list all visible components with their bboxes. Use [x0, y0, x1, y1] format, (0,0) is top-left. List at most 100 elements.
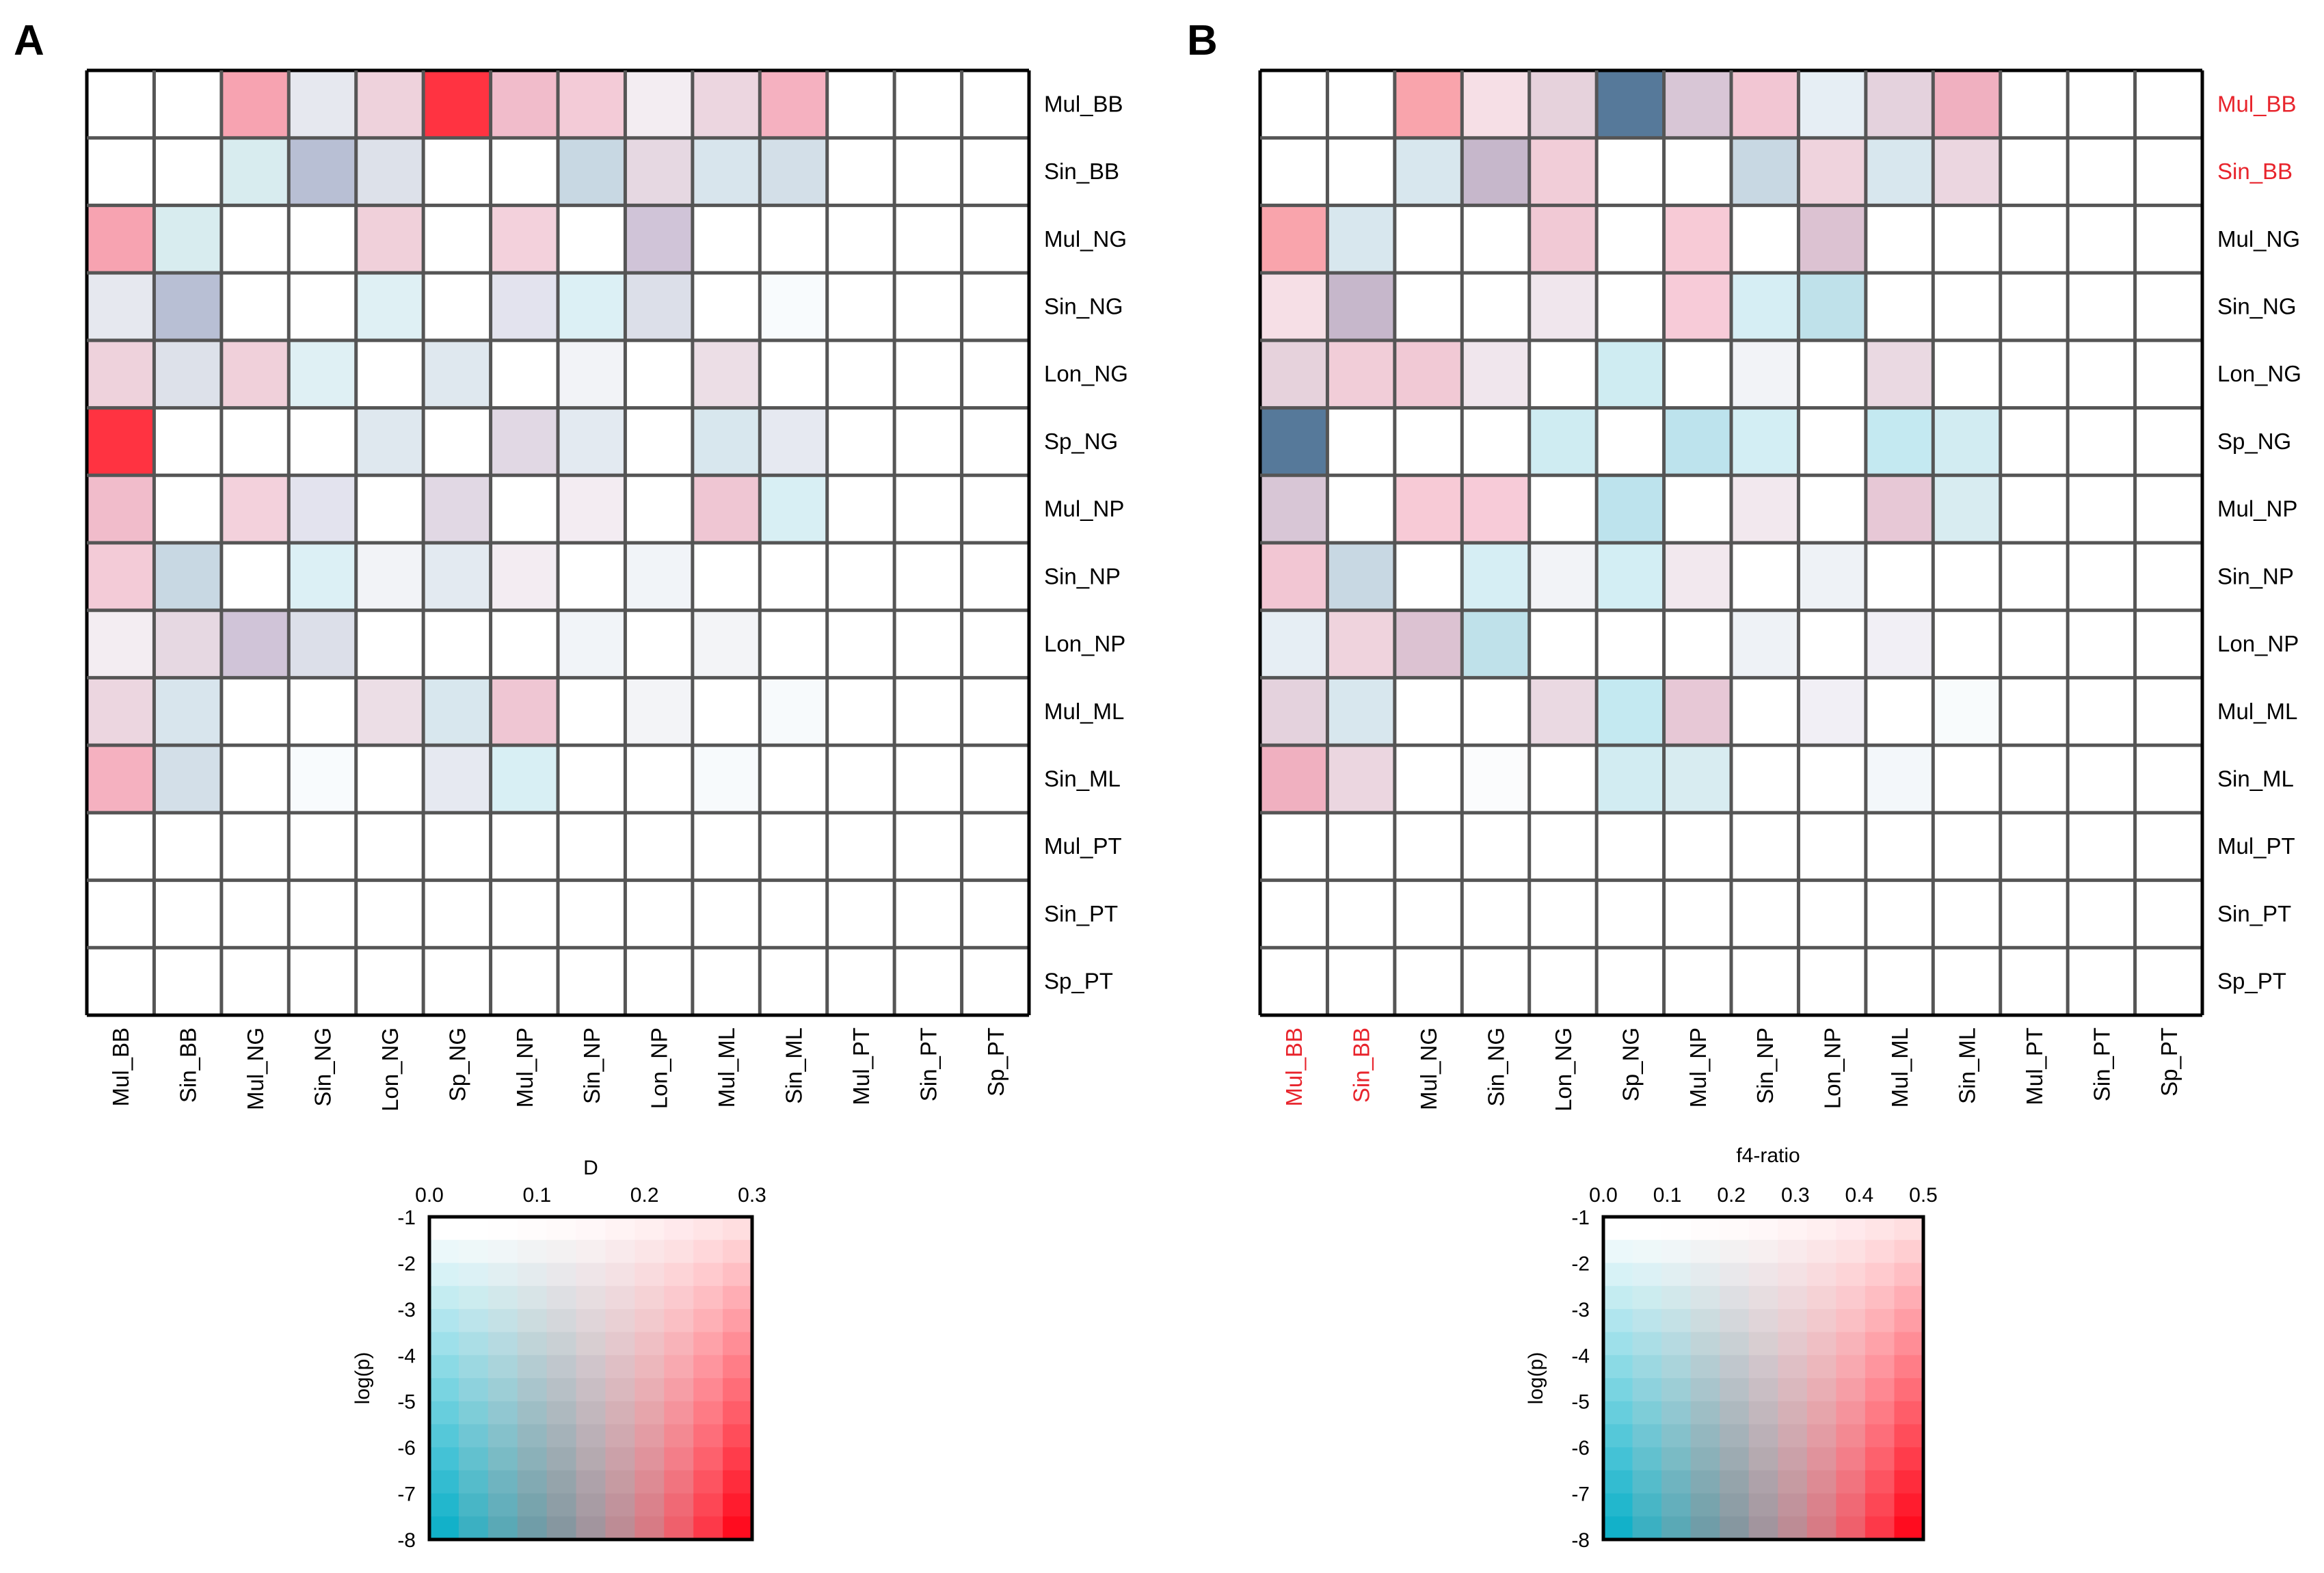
legend-swatch — [664, 1286, 694, 1310]
heatmap-cell — [221, 475, 289, 543]
row-label: Mul_ML — [2217, 699, 2297, 724]
legend-swatch — [576, 1493, 606, 1517]
heatmap-cell — [961, 812, 1030, 881]
heatmap-cell — [1865, 407, 1934, 476]
heatmap-cell — [961, 610, 1030, 678]
legend-a: D 0.0 0.1 0.2 0.3 -1 -2 -3 -4 -5 -6 -7 -8 log(p) — [351, 1157, 766, 1552]
legend-swatch — [1836, 1424, 1866, 1448]
heatmap-cell — [1394, 340, 1462, 409]
heatmap-cell — [894, 745, 963, 814]
heatmap-cell — [692, 610, 760, 678]
legend-swatch — [429, 1263, 459, 1287]
heatmap-cell — [356, 137, 424, 206]
legend-swatch — [1603, 1378, 1633, 1402]
heatmap-cell — [2000, 475, 2068, 543]
heatmap-a-col-labels: Mul_BB Sin_BB Mul_NG Sin_NG Lon_NG Sp_NG Mul_N… — [108, 1027, 1009, 1112]
legend-swatch — [1865, 1516, 1895, 1540]
legend-swatch — [693, 1332, 723, 1356]
col-label: Sp_PT — [983, 1027, 1009, 1097]
row-label: Sin_NP — [1044, 563, 1121, 589]
legend-swatch — [635, 1401, 665, 1425]
legend-swatch — [576, 1355, 606, 1379]
heatmap-cell — [1731, 205, 1799, 273]
legend-swatch — [1865, 1308, 1895, 1333]
heatmap-cell — [1597, 677, 1665, 746]
heatmap-cell — [1597, 543, 1665, 611]
col-label: Sin_NP — [579, 1027, 604, 1104]
legend-swatch — [635, 1217, 665, 1241]
heatmap-cell — [356, 205, 424, 273]
row-label: Mul_BB — [2217, 91, 2297, 116]
legend-swatch — [429, 1470, 459, 1494]
legend-swatch — [693, 1263, 723, 1287]
heatmap-cell — [1462, 610, 1530, 678]
legend-swatch — [1720, 1332, 1750, 1356]
heatmap-cell — [1664, 137, 1732, 206]
heatmap-cell — [490, 137, 559, 206]
row-label: Sin_ML — [2217, 766, 2294, 792]
heatmap-cell — [558, 340, 626, 409]
heatmap-cell — [827, 273, 895, 341]
legend-swatch — [1748, 1447, 1778, 1471]
legend-b-frame — [1601, 1215, 1925, 1542]
legend-swatch — [1836, 1308, 1866, 1333]
heatmap-cell — [1731, 812, 1799, 881]
heatmap-cell — [1597, 407, 1665, 476]
heatmap-cell — [2135, 543, 2203, 611]
legend-swatch — [458, 1378, 489, 1402]
panel-a: A Mul_BBSin_BBMul_NGSin_NGLon_NGSp_NGMul… — [14, 17, 1128, 1552]
heatmap-cell — [289, 273, 357, 341]
heatmap-cell — [1462, 745, 1530, 814]
heatmap-cell — [692, 543, 760, 611]
row-label: Sin_BB — [1044, 159, 1119, 184]
legend-swatch — [1632, 1239, 1662, 1264]
heatmap-cell — [2068, 273, 2136, 341]
heatmap-cell — [356, 947, 424, 1016]
legend-swatch — [664, 1424, 694, 1448]
heatmap-cell — [221, 340, 289, 409]
heatmap-cell — [894, 273, 963, 341]
legend-swatch — [1894, 1378, 1924, 1402]
legend-swatch — [576, 1424, 606, 1448]
heatmap-cell — [2000, 610, 2068, 678]
row-label: Sp_PT — [1044, 969, 1113, 994]
heatmap-cell — [1529, 340, 1597, 409]
row-label: Sin_ML — [1044, 766, 1121, 792]
legend-swatch — [546, 1239, 577, 1264]
heatmap-cell — [961, 137, 1030, 206]
legend-swatch — [1690, 1378, 1720, 1402]
heatmap-cell — [1933, 880, 2001, 948]
heatmap-cell — [87, 610, 155, 678]
heatmap-cell — [2068, 947, 2136, 1016]
heatmap-cell — [827, 880, 895, 948]
legend-swatch — [635, 1239, 665, 1264]
legend-y-tick: -5 — [397, 1391, 416, 1414]
heatmap-cell — [692, 407, 760, 476]
legend-swatch — [723, 1355, 753, 1379]
heatmap-cell — [356, 340, 424, 409]
legend-swatch — [576, 1308, 606, 1333]
legend-swatch — [1778, 1378, 1808, 1402]
heatmap-a-row-labels: Mul_BB Sin_BB Mul_NG Sin_NG Lon_NG Sp_NG Mul_N… — [1044, 91, 1128, 993]
heatmap-cell — [1394, 745, 1462, 814]
heatmap-cell — [760, 475, 828, 543]
heatmap-cell — [2000, 407, 2068, 476]
heatmap-cell — [1260, 543, 1328, 611]
heatmap-cell — [760, 273, 828, 341]
heatmap-cell — [760, 340, 828, 409]
legend-b-title: f4-ratio — [1736, 1144, 1800, 1167]
legend-swatch — [1748, 1332, 1778, 1356]
heatmap-cell — [692, 677, 760, 746]
legend-y-tick: -7 — [397, 1483, 416, 1506]
legend-swatch — [1748, 1401, 1778, 1425]
heatmap-cell — [87, 70, 155, 139]
legend-swatch — [517, 1217, 548, 1241]
legend-swatch — [605, 1286, 635, 1310]
heatmap-cell — [1597, 745, 1665, 814]
legend-swatch — [429, 1401, 459, 1425]
heatmap-cell — [1597, 340, 1665, 409]
legend-swatch — [1661, 1447, 1692, 1471]
legend-swatch — [1720, 1217, 1750, 1241]
legend-swatch — [1778, 1286, 1808, 1310]
heatmap-cell — [1327, 407, 1395, 476]
